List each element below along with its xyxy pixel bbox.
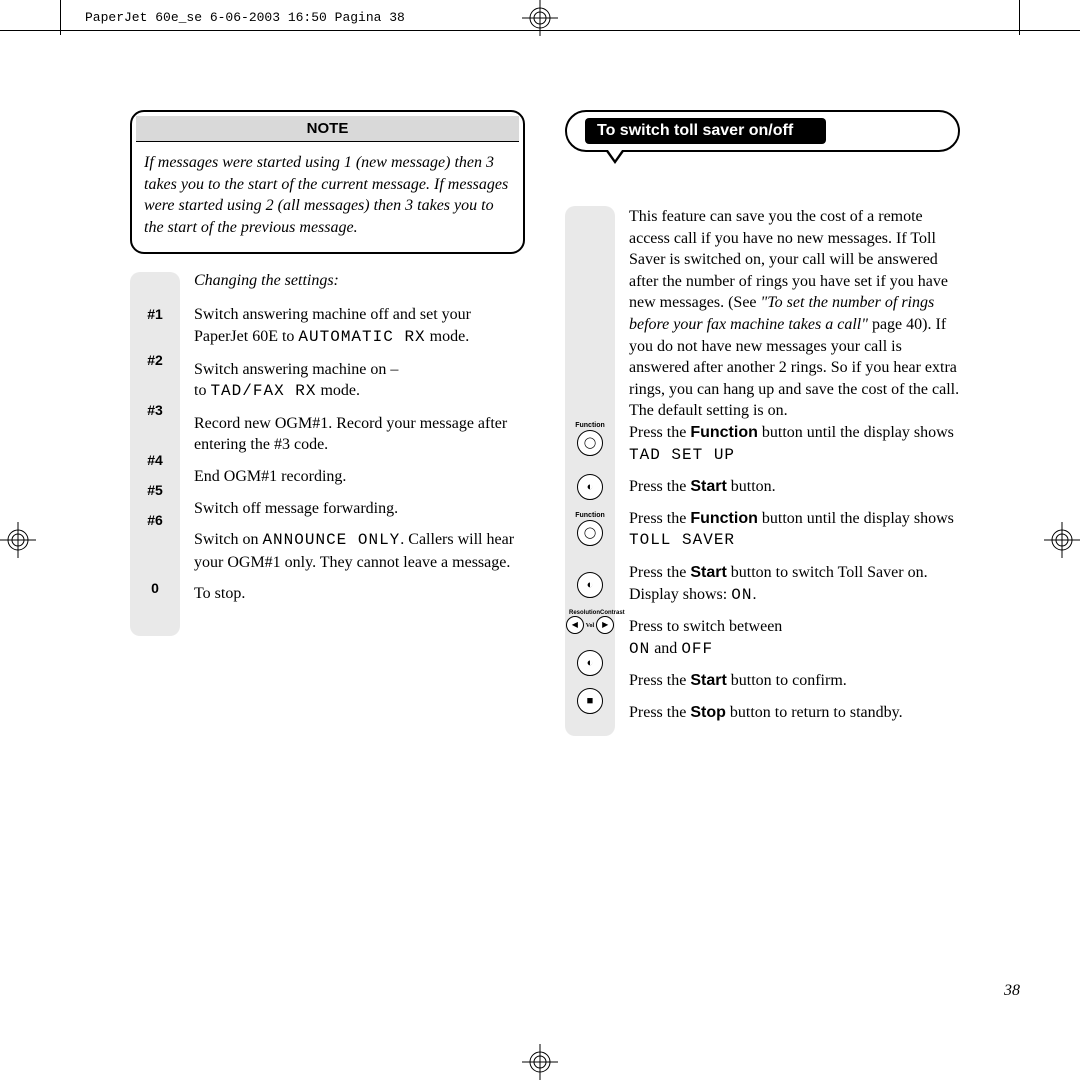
vol-buttons-icon: ResolutionContrast ◀ Vol ▶ — [566, 610, 614, 636]
right-arrow-icon: ▶ — [596, 616, 614, 634]
step-0: To stop. — [194, 583, 525, 605]
trim-line-left — [60, 0, 61, 35]
settings-code-gutter: #1 #2 #3 #4 #5 #6 0 — [130, 272, 180, 636]
r1b: Function — [690, 424, 758, 441]
r6b: Start — [690, 672, 726, 689]
step-4: End OGM#1 recording. — [194, 466, 525, 488]
step-1-text-c: mode. — [426, 328, 470, 345]
function-label-2: Function — [575, 512, 605, 519]
r7a: Press the — [629, 704, 690, 721]
code-4: #4 — [130, 452, 180, 482]
step-6: Switch on ANNOUNCE ONLY. Callers will he… — [194, 529, 525, 573]
start-button-icon-3: ◐ — [577, 650, 603, 676]
section-header: To switch toll saver on/off — [565, 110, 960, 152]
r2a: Press the — [629, 478, 690, 495]
r5a: Press to switch between — [629, 618, 782, 635]
start-button-icon: ◐ — [577, 474, 603, 500]
step-2-text-a: Switch answering machine on – — [194, 361, 398, 378]
r7b: Stop — [690, 704, 726, 721]
toll-gutter-top — [565, 206, 615, 422]
registration-mark-bottom — [522, 1044, 558, 1080]
r5d: OFF — [681, 640, 713, 658]
code-3: #3 — [130, 402, 180, 452]
code-1: #1 — [130, 306, 180, 352]
note-body: If messages were started using 1 (new me… — [132, 142, 523, 252]
r1d: TAD SET UP — [629, 446, 735, 464]
toll-steps-block: Function ◯ ◐ Function ◯ ◐ ResolutionCont… — [565, 422, 960, 736]
settings-text: Changing the settings: Switch answering … — [180, 272, 525, 636]
stop-button-icon: ■ — [577, 688, 603, 714]
page-number: 38 — [1004, 982, 1020, 1000]
left-column: NOTE If messages were started using 1 (n… — [130, 110, 525, 736]
code-6: #6 — [130, 512, 180, 580]
settings-title: Changing the settings: — [194, 272, 525, 290]
vol-label: Vol — [586, 623, 594, 629]
toll-step-7: Press the Stop button to return to stand… — [629, 702, 960, 724]
r5b: ON — [629, 640, 650, 658]
step-6-lcd: ANNOUNCE ONLY — [262, 531, 400, 549]
r7c: button to return to standby. — [726, 704, 903, 721]
step-2-text-d: mode. — [316, 382, 360, 399]
r1a: Press the — [629, 424, 690, 441]
toll-step-2: Press the Start button. — [629, 476, 960, 498]
trim-line-right — [1019, 0, 1020, 35]
r5c: and — [650, 640, 681, 657]
function-button-icon: Function ◯ — [575, 422, 605, 468]
left-arrow-icon: ◀ — [566, 616, 584, 634]
r4e: . — [752, 586, 756, 603]
code-5: #5 — [130, 482, 180, 512]
toll-steps-text: Press the Function button until the disp… — [615, 422, 960, 736]
note-title: NOTE — [136, 116, 519, 142]
registration-mark-left — [0, 522, 36, 558]
step-2-text-b: to — [194, 382, 210, 399]
start-button-icon-2: ◐ — [577, 572, 603, 598]
toll-step-5: Press to switch between ON and OFF — [629, 616, 960, 660]
step-1-lcd: AUTOMATIC RX — [298, 328, 425, 346]
settings-block: #1 #2 #3 #4 #5 #6 0 Changing the setting… — [130, 272, 525, 636]
step-6-text-a: Switch on — [194, 531, 262, 548]
step-2: Switch answering machine on – to TAD/FAX… — [194, 359, 525, 403]
function-button-icon-2: Function ◯ — [575, 512, 605, 558]
note-box: NOTE If messages were started using 1 (n… — [130, 110, 525, 254]
registration-mark-right — [1044, 522, 1080, 558]
step-2-lcd: TAD/FAX RX — [210, 382, 316, 400]
print-header: PaperJet 60e_se 6-06-2003 16:50 Pagina 3… — [85, 10, 405, 25]
toll-step-4: Press the Start button to switch Toll Sa… — [629, 562, 960, 606]
function-label: Function — [575, 422, 605, 429]
step-3: Record new OGM#1. Record your message af… — [194, 413, 525, 456]
r3c: button until the display shows — [758, 510, 954, 527]
code-2: #2 — [130, 352, 180, 402]
r3d: TOLL SAVER — [629, 531, 735, 549]
toll-step-3: Press the Function button until the disp… — [629, 508, 960, 552]
r1c: button until the display shows — [758, 424, 954, 441]
r6a: Press the — [629, 672, 690, 689]
toll-intro-text: This feature can save you the cost of a … — [615, 176, 960, 422]
toll-step-6: Press the Start button to confirm. — [629, 670, 960, 692]
right-column: To switch toll saver on/off This feature… — [565, 110, 960, 736]
r4b: Start — [690, 564, 726, 581]
r2c: button. — [727, 478, 776, 495]
r4a: Press the — [629, 564, 690, 581]
step-1: Switch answering machine off and set you… — [194, 304, 525, 348]
r2b: Start — [690, 478, 726, 495]
toll-icon-gutter: Function ◯ ◐ Function ◯ ◐ ResolutionCont… — [565, 422, 615, 736]
step-5: Switch off message forwarding. — [194, 498, 525, 520]
r6c: button to confirm. — [727, 672, 847, 689]
registration-mark-top — [522, 0, 558, 36]
toll-step-1: Press the Function button until the disp… — [629, 422, 960, 466]
code-0: 0 — [130, 580, 180, 626]
toll-intro-block: This feature can save you the cost of a … — [565, 176, 960, 422]
r3b: Function — [690, 510, 758, 527]
section-header-label: To switch toll saver on/off — [585, 118, 826, 144]
r4d: ON — [731, 586, 752, 604]
r3a: Press the — [629, 510, 690, 527]
